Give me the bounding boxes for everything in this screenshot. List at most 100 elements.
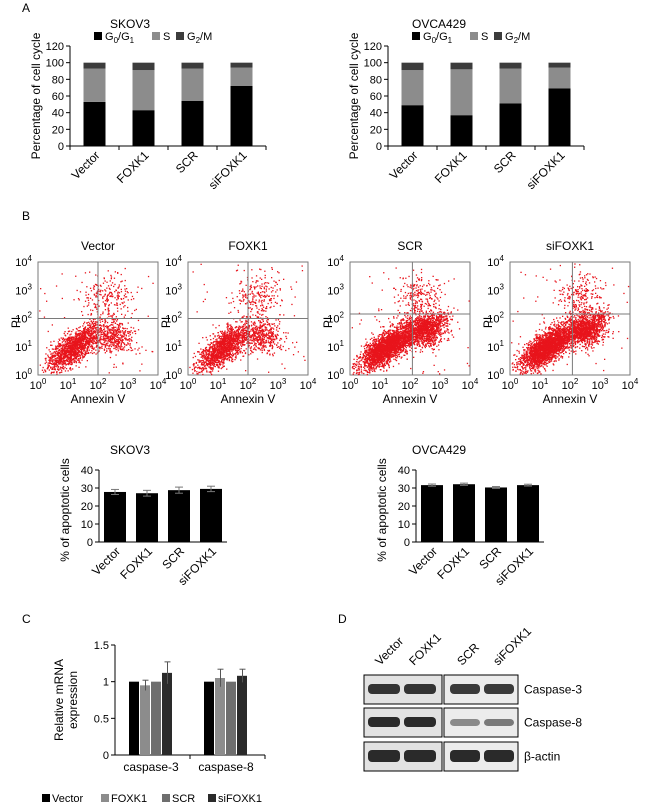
scatter-point bbox=[74, 340, 76, 343]
scatter-point bbox=[70, 361, 72, 363]
scatter-point bbox=[212, 353, 214, 356]
scatter-point bbox=[133, 298, 135, 300]
scatter-point bbox=[232, 300, 235, 303]
legend-subscript: 2 bbox=[514, 36, 519, 45]
scatter-point bbox=[259, 349, 262, 351]
scatter-point bbox=[113, 363, 115, 366]
scatter-point bbox=[89, 343, 91, 345]
scatter-point bbox=[72, 361, 74, 363]
scatter-point bbox=[272, 331, 274, 333]
scatter-point bbox=[230, 334, 232, 337]
scatter-point bbox=[285, 332, 287, 334]
scatter-point bbox=[95, 329, 97, 331]
scatter-point bbox=[263, 324, 265, 327]
scatter-point bbox=[228, 346, 230, 348]
scatter-point bbox=[86, 337, 88, 339]
scatter-point bbox=[261, 338, 263, 340]
scatter-point bbox=[53, 368, 56, 371]
scatter-point bbox=[92, 348, 94, 350]
scatter-point bbox=[218, 360, 220, 362]
scatter-point bbox=[198, 342, 200, 344]
scatter-point bbox=[224, 348, 226, 350]
scatter-point bbox=[118, 324, 121, 326]
scatter-point bbox=[265, 290, 267, 292]
scatter-point bbox=[239, 319, 241, 321]
scatter-point bbox=[235, 342, 238, 345]
scatter-point bbox=[50, 353, 52, 355]
scatter-point bbox=[223, 332, 225, 334]
scatter-point bbox=[91, 332, 93, 334]
scatter-point bbox=[64, 354, 66, 357]
scatter-point bbox=[226, 354, 228, 356]
scatter-point bbox=[88, 333, 90, 335]
scatter-point bbox=[271, 333, 273, 335]
scatter-point bbox=[53, 348, 55, 350]
scatter-point bbox=[248, 332, 251, 334]
scatter-point bbox=[234, 340, 236, 342]
scatter-point bbox=[51, 344, 53, 346]
scatter-point bbox=[53, 366, 55, 369]
scatter-point bbox=[192, 372, 194, 374]
scatter-point bbox=[105, 342, 107, 345]
scatter-point bbox=[226, 343, 228, 345]
scatter-point bbox=[212, 355, 214, 357]
scatter-point bbox=[110, 352, 112, 354]
scatter-point bbox=[243, 355, 245, 357]
scatter-point bbox=[227, 335, 229, 337]
scatter-point bbox=[113, 330, 115, 332]
scatter-point bbox=[93, 347, 95, 349]
scatter-point bbox=[210, 339, 212, 341]
scatter-point bbox=[228, 332, 231, 334]
scatter-point bbox=[261, 278, 263, 280]
scatter-point bbox=[206, 363, 208, 365]
scatter-point bbox=[118, 340, 120, 343]
scatter-point bbox=[100, 331, 102, 333]
scatter-point bbox=[108, 346, 110, 348]
scatter-point bbox=[39, 364, 41, 366]
scatter-point bbox=[259, 325, 261, 327]
scatter-point bbox=[53, 351, 55, 353]
scatter-point bbox=[279, 346, 282, 348]
scatter-point bbox=[204, 368, 206, 370]
scatter-point bbox=[235, 337, 237, 339]
scatter-point bbox=[100, 336, 102, 338]
scatter-point bbox=[75, 350, 77, 353]
scatter-point bbox=[59, 346, 61, 348]
scatter-point bbox=[123, 328, 125, 330]
scatter-point bbox=[267, 282, 270, 284]
scatter-point bbox=[199, 361, 201, 363]
scatter-point bbox=[113, 329, 115, 331]
scatter-point bbox=[243, 350, 246, 352]
scatter-point bbox=[77, 358, 80, 360]
scatter-point bbox=[225, 336, 227, 338]
scatter-point bbox=[237, 341, 239, 343]
scatter-point bbox=[254, 301, 256, 303]
scatter-point bbox=[257, 335, 260, 337]
scatter-point bbox=[74, 360, 76, 362]
scatter-point bbox=[111, 293, 113, 295]
scatter-point bbox=[121, 339, 124, 341]
scatter-point bbox=[207, 357, 209, 359]
scatter-point bbox=[105, 337, 108, 339]
scatter-point bbox=[91, 344, 93, 346]
scatter-point bbox=[66, 341, 68, 343]
scatter-point bbox=[59, 356, 61, 359]
scatter-point bbox=[211, 373, 213, 376]
scatter-point bbox=[108, 293, 110, 295]
scatter-point bbox=[231, 349, 233, 351]
scatter-point bbox=[68, 341, 70, 343]
scatter-point bbox=[75, 357, 77, 359]
scatter-point bbox=[221, 335, 224, 337]
scatter-point bbox=[122, 327, 124, 329]
scatter-point bbox=[213, 357, 215, 359]
scatter-point bbox=[67, 327, 69, 329]
scatter-point bbox=[107, 312, 110, 314]
scatter-point bbox=[254, 339, 257, 341]
scatter-point bbox=[106, 348, 108, 350]
scatter-point bbox=[100, 346, 102, 349]
scatter-point bbox=[84, 272, 87, 274]
scatter-point bbox=[201, 368, 203, 370]
scatter-point bbox=[401, 325, 403, 328]
scatter-point bbox=[78, 361, 80, 364]
scatter-point bbox=[261, 328, 264, 330]
